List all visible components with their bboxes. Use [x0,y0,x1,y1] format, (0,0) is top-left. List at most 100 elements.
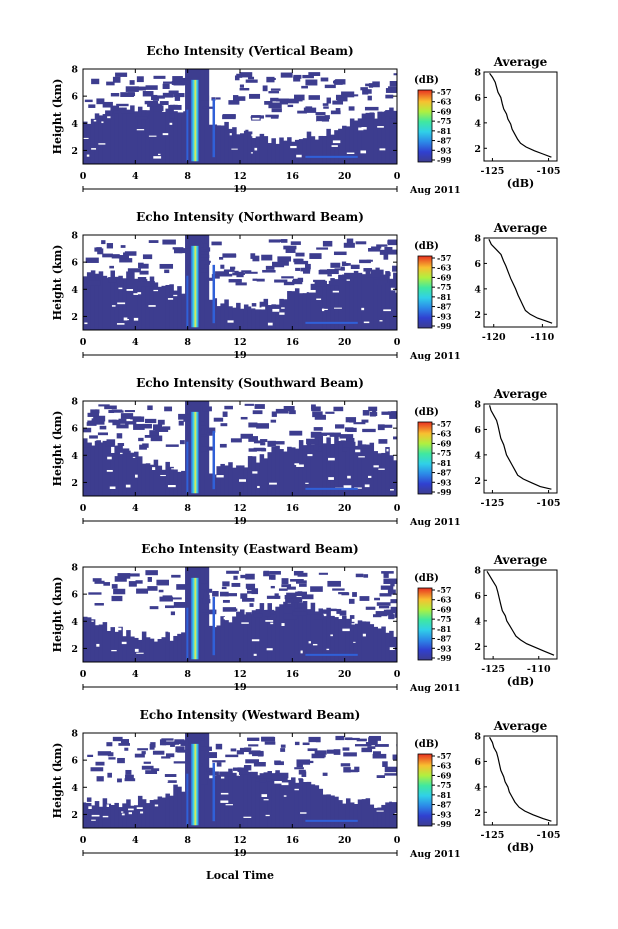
echo-cell [126,111,131,164]
echo-patch [112,736,123,742]
avg-y-tick-label: 4 [474,782,481,793]
echo-cell [251,303,257,330]
echo-gap [332,140,341,144]
x-tick-label: 16 [286,171,300,182]
x-tick-label: 20 [338,835,352,846]
echo-patch [165,753,175,758]
colorbar-tick-label: -87 [437,136,451,146]
echo-patch [112,76,121,83]
echo-cell [130,452,135,496]
echo-patch [383,573,389,578]
echo-field [83,567,397,662]
echo-gap [279,312,285,315]
echo-cell [357,799,363,828]
echo-patch [178,413,192,420]
echo-cell [373,807,378,828]
echo-patch [145,770,158,775]
panel-title: Echo Intensity (Westward Beam) [140,708,361,722]
echo-patch [293,74,302,79]
echo-gap [120,452,123,455]
avg-y-tick-label: 6 [474,591,481,602]
echo-gap [261,306,266,310]
x-tick-label: 0 [394,171,401,182]
echo-patch [330,110,341,115]
echo-cell [157,796,163,828]
echo-cell [381,452,386,496]
echo-patch [196,585,206,590]
y-axis-label: Height (km) [51,79,64,155]
echo-cell [106,118,112,164]
colorbar-tick-label: -63 [437,97,452,107]
avg-y-tick-label: 2 [474,476,481,487]
echo-patch [202,106,214,109]
avg-frame [483,237,558,328]
echo-patch [261,736,275,742]
echo-patch [248,436,258,442]
echo-patch [137,277,147,282]
echo-patch [83,427,92,433]
echo-cell [153,641,159,662]
echo-cell [267,143,272,164]
date-label: Aug 2011 [409,185,461,196]
echo-patch [285,248,296,253]
echo-patch [259,778,265,781]
echo-patch [359,596,370,601]
echo-patch [388,613,394,620]
echo-patch [299,583,307,587]
colorbar-tick-label: -57 [437,253,451,263]
colorbar-tick-label: -75 [437,448,451,458]
echo-cell [255,775,261,828]
echo-streak [186,275,189,328]
echo-patch [347,769,359,773]
echo-patch [197,779,208,785]
echo-patch [96,440,101,445]
echo-patch [389,413,397,419]
echo-patch [335,108,341,111]
echo-patch [128,581,137,587]
echo-patch [117,757,125,764]
echo-cell [247,456,253,496]
echo-patch [215,97,221,100]
y-tick-label: 8 [71,397,78,408]
x-tick-label: 4 [132,835,139,846]
echo-patch [301,85,308,89]
avg-y-tick-label: 2 [474,144,481,155]
echo-gap [364,484,370,488]
echo-patch [124,747,129,751]
echo-gap [241,622,249,624]
avg-x-tick-label: -105 [537,166,561,177]
echo-cell [126,630,131,662]
date-label: Aug 2011 [409,351,461,362]
echo-patch [125,774,134,781]
echo-patch [365,112,375,119]
echo-patch [266,76,275,83]
echo-cell [342,440,347,496]
echo-patch [90,409,98,414]
echo-gap [107,456,112,460]
echo-gap [126,289,134,291]
day-label: 19 [233,350,247,361]
echo-patch [139,270,149,275]
echo-cell [326,284,331,330]
echo-cell [259,603,265,662]
echo-patch [226,570,239,574]
echo-patch [164,774,177,777]
echo-patch [289,430,303,436]
echo-patch [106,742,113,747]
echo-patch [277,256,292,262]
echo-cell [106,803,112,828]
echo-gap [361,307,365,311]
echo-patch [150,435,163,442]
echo-patch [341,263,349,266]
colorbar-tick-label: -87 [437,468,451,478]
x-axis-label: Local Time [206,869,274,882]
echo-cell [149,800,155,828]
echo-gap [227,320,234,323]
echo-cell [318,608,324,662]
echo-patch [310,431,322,438]
echo-cell [251,456,257,496]
echo-cell [145,463,151,496]
echo-patch [313,279,326,283]
echo-cell [373,626,378,662]
colorbar [417,753,433,827]
